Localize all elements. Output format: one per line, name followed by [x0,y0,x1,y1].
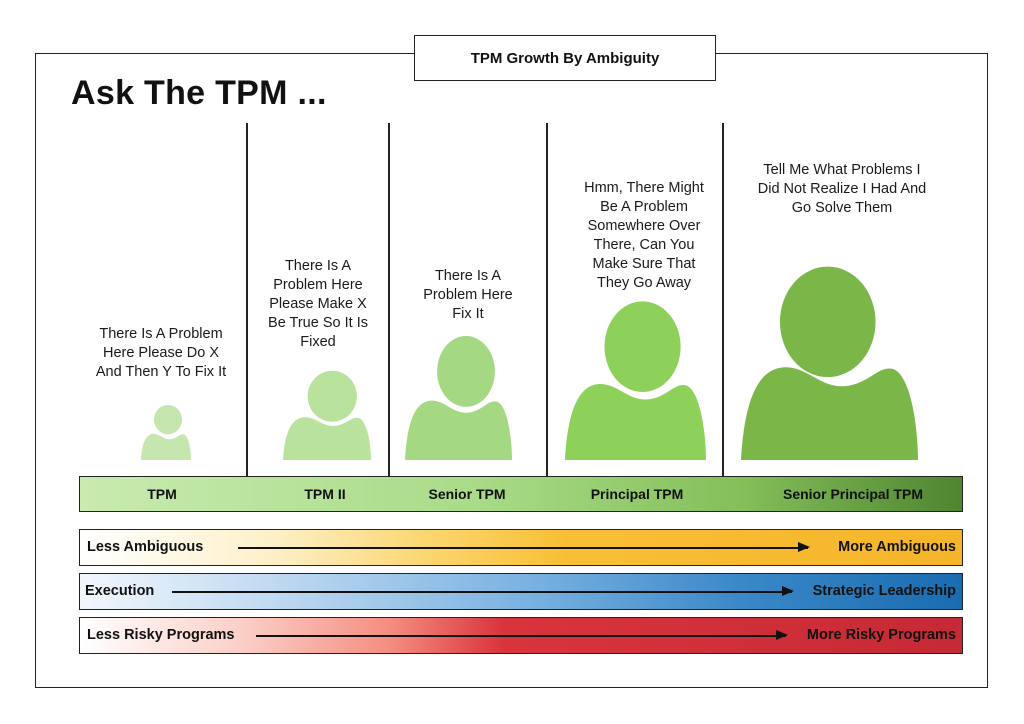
person-head [154,405,182,435]
arrow-icon [238,543,810,551]
person-head [779,266,876,378]
person-head [437,336,495,407]
column-divider [546,123,548,476]
person-body [405,400,512,460]
scale-left-label: Less Risky Programs [87,627,235,643]
scale-right-label: Strategic Leadership [812,583,956,599]
person-body [141,433,191,460]
leadership-scale: Execution Strategic Leadership [79,573,963,610]
level-tpm-ii: TPM II [304,486,346,502]
arrow-icon [172,587,794,595]
diagram-title: TPM Growth By Ambiguity [414,35,716,81]
scale-left-label: Execution [85,583,155,599]
person-body [741,367,918,460]
page-heading: Ask The TPM ... [71,74,327,112]
arrow-icon [256,631,788,639]
quote-tpm-ii: There Is A Problem Here Please Make X Be… [268,258,368,350]
ambiguity-scale: Less Ambiguous More Ambiguous [79,529,963,566]
column-divider [722,123,724,476]
column-divider [246,123,248,476]
level-principal-tpm: Principal TPM [590,486,684,502]
quote-principal-tpm: Hmm, There Might Be A Problem Somewhere … [584,180,704,291]
person-icon [141,405,191,460]
person-body [565,383,706,460]
column-divider [388,123,390,476]
risk-scale: Less Risky Programs More Risky Programs [79,617,963,654]
person-icon [565,301,706,460]
person-icon [405,336,512,460]
person-body [283,417,371,460]
person-head [307,370,357,422]
quote-senior-principal-tpm: Tell Me What Problems I Did Not Realize … [757,162,927,216]
level-senior-tpm: Senior TPM [428,486,506,502]
person-head [604,301,681,392]
scale-right-label: More Ambiguous [838,539,956,555]
career-level-bar: TPM TPM II Senior TPM Principal TPM Seni… [79,476,963,512]
level-tpm: TPM [147,486,177,502]
person-icon [283,370,371,460]
level-senior-principal-tpm: Senior Principal TPM [782,486,924,502]
scale-right-label: More Risky Programs [806,627,956,643]
quote-tpm: There Is A Problem Here Please Do X And … [95,326,227,380]
person-icon [741,266,918,460]
scale-left-label: Less Ambiguous [87,539,204,555]
quote-senior-tpm: There Is A Problem Here Fix It [423,268,513,322]
